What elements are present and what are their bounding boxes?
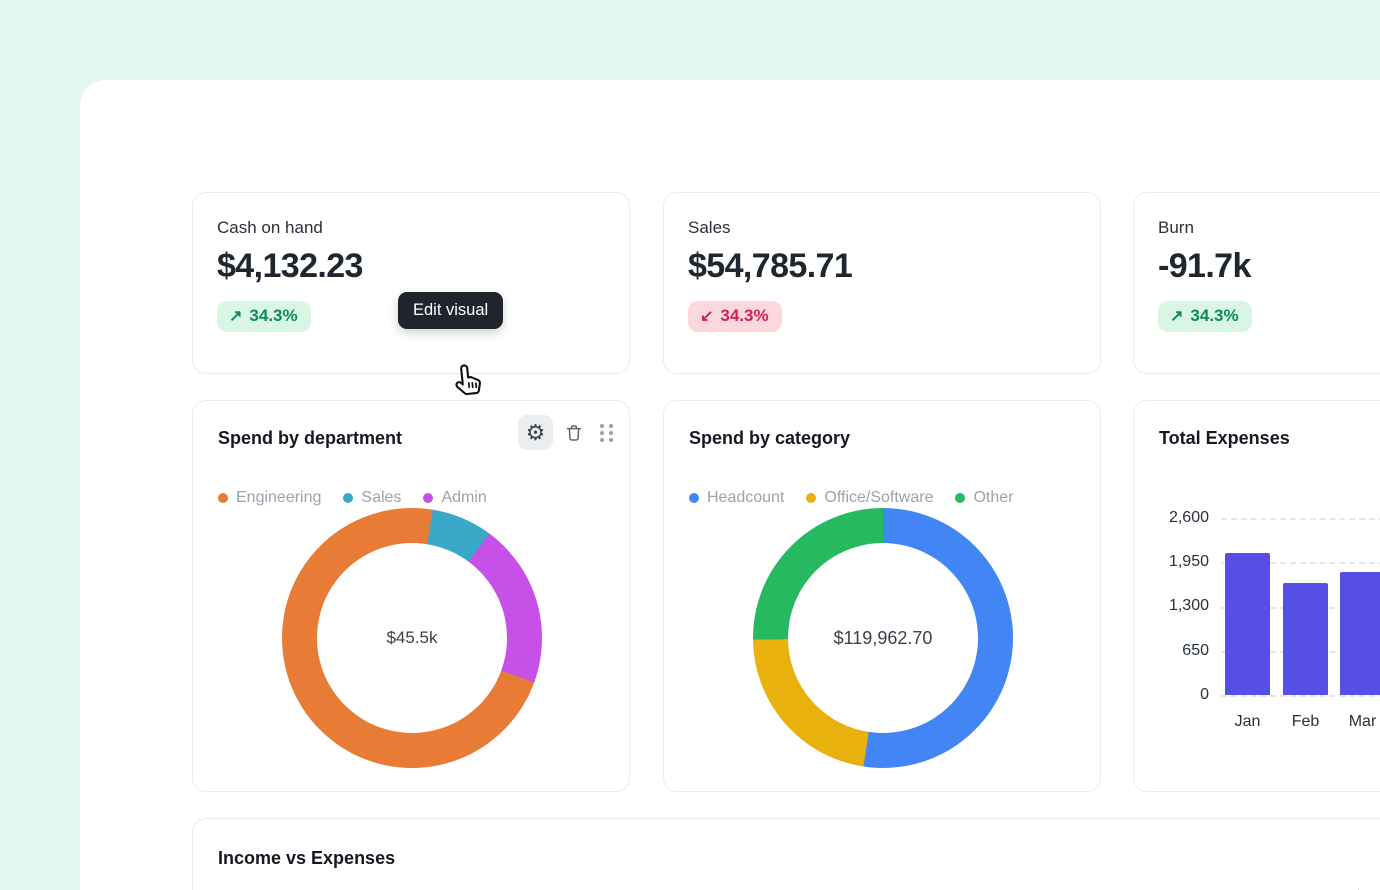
income-vs-expenses-card: Income vs Expenses Income Total Expenses…: [192, 818, 1380, 890]
trash-icon: [566, 424, 581, 441]
donut-center-value: $45.5k: [386, 628, 438, 647]
bar-mar[interactable]: [1340, 571, 1380, 695]
admin-dot-icon: [423, 493, 434, 503]
y-axis-tick: 1,300: [1168, 597, 1209, 614]
kpi-value: $54,785.71: [688, 247, 853, 285]
y-axis-tick: 2,600: [1168, 509, 1209, 526]
y-axis-tick: 0: [1200, 686, 1209, 703]
kpi-label: Burn: [1158, 218, 1194, 237]
kpi-card-cash-on-hand: Cash on hand $4,132.23 ↗ 34.3%: [192, 192, 630, 374]
gridline: [1221, 695, 1380, 697]
legend-item-income: Income: [1222, 888, 1291, 890]
trend-up-arrow-icon: ↗: [229, 308, 243, 325]
kpi-label: Cash on hand: [217, 218, 323, 237]
other-dot-icon: [955, 493, 966, 503]
legend-item-headcount: Headcount: [689, 489, 784, 507]
department-legend: Engineering Sales Admin: [218, 489, 487, 507]
drag-visual-handle[interactable]: [589, 415, 624, 450]
legend-label: Headcount: [707, 489, 785, 506]
kpi-change-badge: ↗ 34.3%: [217, 301, 311, 332]
x-axis-label: Mar: [1348, 713, 1377, 730]
kpi-value: $4,132.23: [217, 247, 363, 285]
kpi-change-value: 34.3%: [1190, 306, 1239, 325]
gear-icon: ⚙: [525, 419, 546, 445]
bar-jan[interactable]: [1225, 553, 1270, 695]
kpi-value: -91.7k: [1158, 247, 1251, 285]
card-title: Spend by category: [689, 428, 851, 448]
x-axis-label: Jan: [1234, 713, 1261, 730]
bar-feb[interactable]: [1283, 583, 1328, 695]
legend-label: Admin: [441, 489, 487, 506]
edit-visual-button[interactable]: ⚙: [518, 415, 553, 450]
legend-label: Sales: [361, 489, 402, 506]
edit-visual-tooltip: Edit visual: [398, 292, 504, 329]
office-software-dot-icon: [806, 493, 817, 503]
donut-center-value: $119,962.70: [833, 627, 933, 648]
legend-label: Other: [973, 489, 1014, 506]
gridline: [1221, 562, 1380, 564]
trend-down-arrow-icon: ↙: [700, 308, 714, 325]
x-axis-label: Feb: [1291, 713, 1320, 730]
cursor-pointer-icon: [445, 358, 492, 409]
kpi-card-burn: Burn -91.7k ↗ 34.3%: [1133, 192, 1380, 374]
y-axis-tick: 1,950: [1168, 553, 1209, 570]
legend-label: Engineering: [236, 489, 322, 506]
card-title: Total Expenses: [1159, 428, 1290, 448]
legend-label: Office/Software: [824, 489, 934, 506]
total-expenses-card: Total Expenses 2,600 1,950 1,300 650 0 J…: [1133, 400, 1380, 792]
kpi-change-value: 34.3%: [249, 306, 298, 325]
legend-item-total-expenses: Total Expenses: [1309, 888, 1380, 890]
legend-item-engineering: Engineering: [218, 489, 321, 507]
trend-up-arrow-icon: ↗: [1170, 308, 1184, 325]
legend-label: Total Expenses: [1326, 888, 1380, 890]
card-title: Income vs Expenses: [218, 848, 396, 868]
spend-by-department-card: Spend by department ⚙ Engineering Sales: [192, 400, 630, 792]
y-axis-tick: 650: [1182, 642, 1209, 659]
legend-label: Income: [1239, 888, 1291, 890]
legend-item-office-software: Office/Software: [806, 489, 933, 507]
delete-visual-button[interactable]: [556, 415, 591, 450]
sales-dot-icon: [343, 493, 354, 503]
income-expenses-legend: Income Total Expenses: [1222, 888, 1380, 890]
drag-handle-icon: [600, 423, 613, 442]
kpi-change-badge: ↗ 34.3%: [1158, 301, 1252, 332]
gridline: [1221, 518, 1380, 520]
card-title: Spend by department: [218, 428, 403, 448]
legend-item-admin: Admin: [423, 489, 487, 507]
kpi-card-sales: Sales $54,785.71 ↙ 34.3%: [663, 192, 1101, 374]
bar-chart-plot-area: [1221, 518, 1380, 697]
main-content-panel: Cash on hand $4,132.23 ↗ 34.3% Sales $54…: [80, 80, 1380, 890]
spend-by-category-card: Spend by category Headcount Office/Softw…: [663, 400, 1101, 792]
engineering-dot-icon: [218, 493, 228, 503]
kpi-change-badge: ↙ 34.3%: [688, 301, 782, 332]
category-legend: Headcount Office/Software Other: [689, 489, 1014, 507]
department-donut-chart[interactable]: $45.5k: [282, 508, 542, 768]
category-donut-chart[interactable]: $119,962.70: [753, 508, 1013, 768]
legend-item-sales: Sales: [343, 489, 401, 507]
headcount-dot-icon: [689, 493, 699, 503]
kpi-label: Sales: [688, 218, 731, 237]
legend-item-other: Other: [955, 489, 1014, 507]
kpi-change-value: 34.3%: [720, 306, 769, 325]
